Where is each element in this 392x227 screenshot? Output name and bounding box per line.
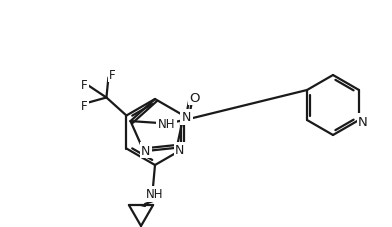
Text: F: F: [109, 69, 116, 82]
Text: N: N: [141, 144, 151, 157]
Text: N: N: [358, 115, 368, 128]
Text: NH: NH: [158, 117, 175, 130]
Text: NH: NH: [146, 188, 164, 201]
Text: O: O: [189, 91, 200, 104]
Text: F: F: [81, 79, 88, 92]
Text: F: F: [81, 100, 88, 113]
Text: N: N: [182, 111, 191, 123]
Text: N: N: [175, 144, 184, 157]
